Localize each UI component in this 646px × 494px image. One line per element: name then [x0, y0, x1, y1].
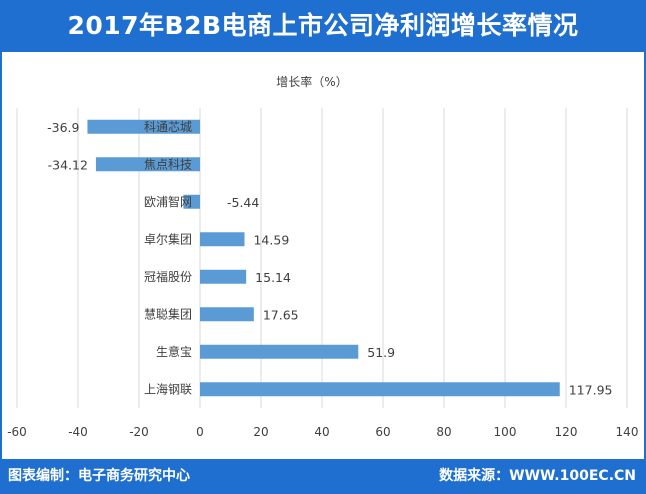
value-label: 51.9 [367, 345, 395, 360]
x-tick-label: 140 [616, 425, 639, 439]
x-tick-label: -40 [68, 425, 88, 439]
value-label: -5.44 [227, 195, 259, 210]
x-tick-label: 60 [375, 425, 390, 439]
category-label: 科通芯城 [144, 120, 192, 134]
value-label: 17.65 [263, 307, 299, 322]
bar [200, 344, 359, 359]
x-tick-label: 0 [196, 425, 204, 439]
x-tick-label: -60 [7, 425, 27, 439]
right-border [644, 52, 646, 459]
category-label: 冠福股份 [144, 269, 192, 284]
bar [87, 119, 200, 134]
bars [87, 119, 560, 397]
x-tick-label: 40 [314, 425, 329, 439]
gridlines [16, 108, 628, 408]
category-label: 生意宝 [156, 344, 192, 359]
footer-banner: 图表编制：电子商务研究中心 数据来源：WWW.100EC.CN [0, 459, 646, 494]
bar [200, 382, 560, 397]
bar [200, 232, 245, 247]
category-label: 卓尔集团 [144, 231, 192, 246]
value-labels: -36.9 -34.12 -5.44 14.59 15.14 17.65 51.9 117.9… [47, 120, 612, 398]
footer-credit: 图表编制：电子商务研究中心 [8, 468, 190, 484]
header-banner: 2017年B2B电商上市公司净利润增长率情况 [0, 0, 646, 52]
value-label: -34.12 [48, 157, 88, 172]
x-tick-label: 20 [253, 425, 268, 439]
value-label: -36.9 [47, 120, 79, 135]
bar [95, 157, 200, 172]
bar [200, 307, 254, 322]
category-label: 上海钢联 [144, 381, 192, 396]
x-tick-label: -20 [129, 425, 149, 439]
category-label: 慧聪集团 [144, 306, 192, 321]
bar [200, 269, 247, 284]
category-label: 欧浦智网 [144, 194, 192, 209]
x-axis-ticks: -60 -40 -20 0 20 40 60 80 100 120 140 [7, 425, 638, 439]
footer-source: 数据来源：WWW.100EC.CN [439, 468, 636, 484]
value-label: 117.95 [569, 382, 613, 397]
chart-subtitle: 增长率（%） [276, 74, 347, 89]
chart-title: 2017年B2B电商上市公司净利润增长率情况 [67, 11, 579, 40]
x-tick-label: 120 [555, 425, 578, 439]
bar [183, 194, 200, 209]
x-tick-label: 80 [436, 425, 451, 439]
value-label: 15.14 [255, 270, 291, 285]
x-tick-label: 100 [494, 425, 517, 439]
value-label: 14.59 [253, 232, 289, 247]
left-border [0, 52, 2, 459]
category-label: 焦点科技 [144, 157, 192, 171]
